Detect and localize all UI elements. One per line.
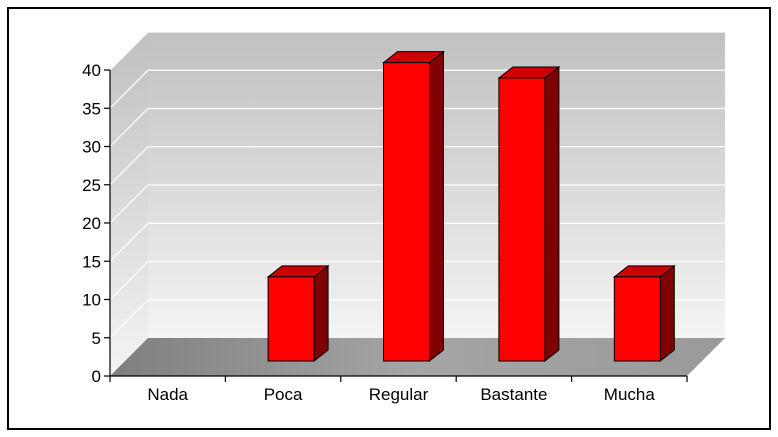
x-tick-label: Bastante — [480, 385, 547, 404]
bar-front — [267, 276, 315, 362]
bar-poca — [266, 264, 330, 363]
x-tick-label: Nada — [147, 385, 188, 404]
gridline — [109, 31, 725, 71]
y-tick-label: 15 — [82, 252, 101, 271]
y-tick-labels: 0 5 10 15 20 25 30 35 40 — [82, 61, 101, 386]
bar-side — [429, 50, 444, 363]
bar-mucha — [612, 264, 676, 363]
bar-front — [498, 77, 546, 362]
bar-front — [613, 276, 661, 362]
bar-side — [313, 264, 329, 363]
y-tick-label: 20 — [82, 214, 101, 233]
y-axis — [104, 69, 111, 377]
x-tick-label: Mucha — [604, 385, 656, 404]
y-tick-label: 30 — [82, 138, 101, 157]
bar-regular — [382, 50, 445, 363]
bar-side — [544, 65, 560, 363]
x-tick-labels: Nada Poca Regular Bastante Mucha — [147, 385, 655, 404]
bar-side — [659, 264, 675, 363]
y-tick-label: 25 — [82, 176, 101, 195]
y-tick-label: 5 — [92, 329, 101, 348]
y-tick-label: 40 — [82, 61, 101, 80]
y-tick-label: 0 — [92, 367, 101, 386]
bar-bastante — [497, 65, 561, 363]
y-tick-label: 10 — [82, 291, 101, 310]
x-axis — [109, 375, 688, 382]
bar-front — [383, 62, 430, 362]
x-tick-label: Poca — [264, 385, 303, 404]
bars — [266, 50, 676, 363]
y-tick-label: 35 — [82, 99, 101, 118]
x-tick-label: Regular — [369, 385, 429, 404]
